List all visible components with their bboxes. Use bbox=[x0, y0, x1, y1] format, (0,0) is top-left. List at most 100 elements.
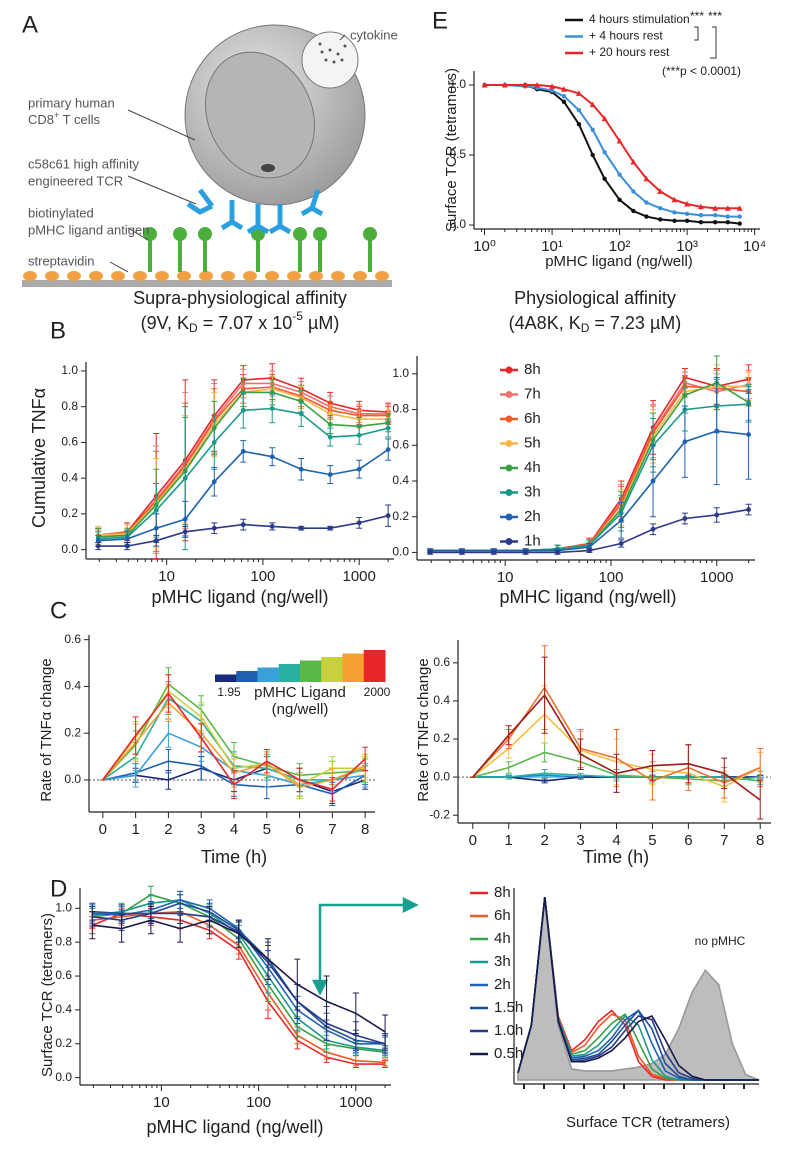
series-line bbox=[430, 376, 749, 552]
point bbox=[643, 175, 650, 182]
y-axis-label: Rate of TNFα change bbox=[38, 658, 55, 801]
point bbox=[644, 214, 649, 219]
x-tick-label: 1000 bbox=[700, 569, 733, 586]
chart-title: Supra-physiological affinity bbox=[133, 288, 347, 308]
point bbox=[650, 478, 656, 484]
error-bar bbox=[329, 777, 336, 802]
point bbox=[549, 83, 556, 89]
point bbox=[725, 220, 730, 225]
error-bar bbox=[294, 958, 301, 1011]
point bbox=[618, 517, 624, 523]
error-bar bbox=[505, 774, 512, 780]
x-tick-label: 3 bbox=[576, 832, 584, 849]
legend-marker bbox=[505, 366, 513, 374]
point bbox=[631, 208, 636, 214]
legend-label: 7h bbox=[524, 385, 541, 402]
y-tick-label: 0.2 bbox=[392, 509, 409, 523]
diagram-label: + bbox=[54, 110, 59, 120]
error-bar bbox=[505, 761, 512, 774]
point bbox=[650, 526, 656, 532]
x-tick-label: 100 bbox=[250, 568, 275, 585]
point bbox=[549, 88, 555, 93]
legend-marker bbox=[505, 464, 513, 472]
point bbox=[746, 507, 751, 512]
point bbox=[561, 94, 567, 99]
subtitle-part: (9V, K bbox=[141, 313, 189, 333]
y-tick-label: 0.4 bbox=[55, 1002, 72, 1016]
legend-label: 6h bbox=[524, 410, 541, 427]
y-tick-label: 1.0 bbox=[55, 900, 72, 914]
y-tick-label: 0.8 bbox=[55, 934, 72, 948]
diagram-label: engineered TCR bbox=[28, 173, 123, 188]
point bbox=[327, 434, 333, 440]
y-tick-label: 0.6 bbox=[61, 435, 78, 449]
point bbox=[356, 432, 362, 438]
x-axis-label: pMHC ligand (ng/well) bbox=[545, 253, 693, 270]
point bbox=[182, 516, 188, 522]
error-bar bbox=[206, 906, 213, 935]
x-tick-label: 10³ bbox=[676, 238, 698, 255]
point bbox=[534, 82, 541, 88]
point bbox=[684, 201, 691, 207]
point bbox=[182, 529, 188, 535]
point bbox=[714, 428, 720, 434]
legend-label: 1.0h bbox=[494, 1022, 523, 1039]
point bbox=[327, 472, 333, 477]
x-tick-label: 1000 bbox=[339, 1094, 372, 1111]
point bbox=[697, 203, 704, 210]
colorbar-title: pMHC Ligand bbox=[254, 684, 346, 701]
point bbox=[576, 108, 582, 113]
error-bar bbox=[165, 749, 172, 774]
point bbox=[712, 205, 719, 211]
error-bar bbox=[296, 767, 303, 793]
error-bar bbox=[541, 778, 548, 784]
y-tick-label: 0.0 bbox=[433, 769, 450, 783]
point bbox=[712, 220, 718, 225]
subtitle-part: = 7.23 µM) bbox=[589, 313, 681, 333]
leader-lines bbox=[109, 34, 346, 273]
x-tick-label: 10² bbox=[609, 238, 631, 255]
colorbar-cell bbox=[236, 671, 258, 682]
x-tick-label: 10 bbox=[158, 568, 175, 585]
error-bar bbox=[382, 1014, 389, 1050]
point bbox=[298, 466, 304, 472]
error-bar bbox=[352, 992, 359, 1035]
panel-label: A bbox=[22, 11, 38, 38]
y-tick-label: 0.4 bbox=[64, 679, 81, 693]
point bbox=[385, 425, 391, 431]
legend-label: 3h bbox=[524, 483, 541, 500]
error-bar bbox=[231, 770, 237, 800]
y-tick-label: -0.2 bbox=[429, 807, 450, 821]
legend-label: 2h bbox=[494, 976, 511, 993]
point bbox=[95, 538, 101, 544]
legend-label: 4 hours stimulation bbox=[589, 12, 690, 26]
y-axis-label: Surface TCR (tetramers) bbox=[443, 68, 460, 232]
point bbox=[737, 214, 742, 219]
error-bar bbox=[613, 753, 620, 793]
point bbox=[356, 520, 362, 526]
error-bar bbox=[265, 938, 272, 980]
colorbar-cell bbox=[215, 674, 237, 682]
error-bar bbox=[577, 772, 584, 778]
legend-label: + 20 hours rest bbox=[589, 45, 670, 59]
y-axis-label: Surface TCR (tetramers) bbox=[39, 913, 56, 1077]
legend-marker bbox=[505, 391, 513, 398]
point bbox=[385, 513, 391, 519]
point bbox=[601, 115, 608, 122]
y-tick-label: 0.0 bbox=[449, 217, 466, 231]
error-bar bbox=[89, 911, 96, 940]
x-tick-label: 6 bbox=[684, 832, 692, 849]
error-bar bbox=[649, 749, 656, 782]
x-tick-label: 10⁰ bbox=[473, 238, 496, 255]
point bbox=[481, 82, 488, 88]
point bbox=[522, 82, 529, 88]
error-bar bbox=[541, 656, 548, 734]
error-bar bbox=[235, 919, 242, 948]
diagram: A bbox=[22, 11, 398, 287]
cytokine-dots bbox=[318, 42, 347, 64]
tcrs bbox=[186, 188, 324, 235]
significance-brackets bbox=[694, 26, 717, 59]
annotation: *** bbox=[708, 9, 722, 23]
legend-label: + 4 hours rest bbox=[589, 29, 663, 43]
legend-label: 2h bbox=[524, 508, 541, 525]
